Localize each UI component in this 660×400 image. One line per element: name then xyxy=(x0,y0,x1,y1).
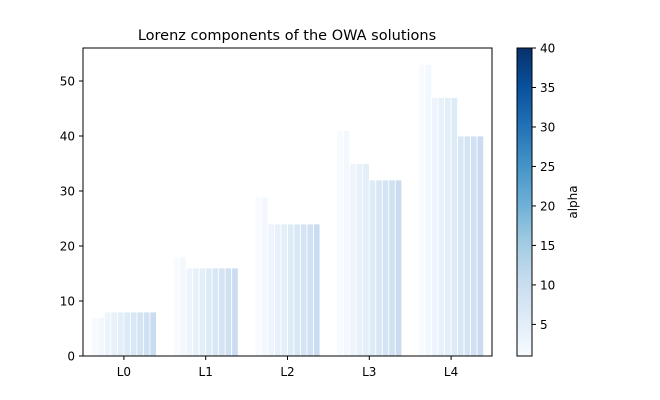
chart-title: Lorenz components of the OWA solutions xyxy=(138,28,436,44)
bar-L3-alpha-5 xyxy=(362,163,370,357)
bar-L3-alpha-9 xyxy=(388,179,396,357)
bar-L4-alpha-4 xyxy=(437,97,446,357)
bar-L3-alpha-7 xyxy=(375,179,383,357)
bar-L3-alpha-6 xyxy=(368,179,377,357)
colorbar-tick-label: 25 xyxy=(540,160,555,174)
bar-L2-alpha-6 xyxy=(287,223,295,357)
bar-L0-alpha-8 xyxy=(136,311,144,357)
bar-L3-alpha-1 xyxy=(336,130,344,357)
colorbar-tick-label: 15 xyxy=(540,239,555,253)
bar-L3-alpha-10 xyxy=(394,179,403,357)
bar-L1-alpha-7 xyxy=(211,267,220,357)
bar-L0-alpha-9 xyxy=(142,311,151,357)
bar-L0-alpha-5 xyxy=(117,311,125,357)
bar-L4-alpha-5 xyxy=(444,97,452,357)
y-tick-label: 30 xyxy=(60,185,75,199)
bar-L4-alpha-10 xyxy=(476,135,485,357)
bar-L4-alpha-2 xyxy=(424,64,433,357)
bar-L1-alpha-4 xyxy=(192,267,200,357)
colorbar-tick-label: 30 xyxy=(540,120,555,134)
bar-L0-alpha-3 xyxy=(104,311,112,357)
bar-L4-alpha-8 xyxy=(463,135,472,357)
bar-L0-alpha-10 xyxy=(149,311,157,357)
bar-L2-alpha-3 xyxy=(267,223,275,357)
y-tick-label: 10 xyxy=(60,295,75,309)
bar-L4-alpha-9 xyxy=(470,135,478,357)
bar-L0-alpha-2 xyxy=(97,317,105,357)
bar-L2-alpha-2 xyxy=(261,196,269,357)
colorbar-tick-label: 20 xyxy=(540,199,555,213)
colorbar-label: alpha xyxy=(566,185,580,218)
bar-L1-alpha-1 xyxy=(172,256,181,357)
bar-L2-alpha-5 xyxy=(280,223,288,357)
bar-L1-alpha-6 xyxy=(205,267,213,357)
bar-L1-alpha-5 xyxy=(198,267,207,357)
y-tick-label: 0 xyxy=(67,350,75,364)
bar-L4-alpha-1 xyxy=(418,64,426,357)
bar-L0-alpha-4 xyxy=(110,311,118,357)
bar-L0-alpha-7 xyxy=(129,311,138,357)
bar-L1-alpha-9 xyxy=(224,267,233,357)
x-tick-label: L1 xyxy=(199,365,213,379)
bar-L2-alpha-1 xyxy=(254,196,262,357)
colorbar-tick-label: 35 xyxy=(540,81,555,95)
bar-L1-alpha-8 xyxy=(218,267,226,357)
bar-L0-alpha-1 xyxy=(91,317,99,357)
colorbar-tick-label: 5 xyxy=(540,318,548,332)
bar-L4-alpha-7 xyxy=(457,135,465,357)
bar-L3-alpha-3 xyxy=(349,163,357,357)
x-tick-label: L2 xyxy=(280,365,294,379)
colorbar-axis: 5 10 15 20 25 30 35 40 xyxy=(532,42,555,332)
bar-L1-alpha-10 xyxy=(231,267,239,357)
colorbar-tick-label: 10 xyxy=(540,278,555,292)
colorbar xyxy=(516,47,533,357)
bar-L0-alpha-6 xyxy=(123,311,131,357)
colorbar-tick-label: 40 xyxy=(540,42,555,56)
y-axis: 0 10 20 30 40 50 xyxy=(60,75,83,364)
bar-L2-alpha-10 xyxy=(313,223,321,357)
bar-L2-alpha-8 xyxy=(300,223,308,357)
bar-L2-alpha-4 xyxy=(274,223,282,357)
bar-L4-alpha-3 xyxy=(431,97,439,357)
bar-L3-alpha-8 xyxy=(381,179,390,357)
x-axis: L0 L1 L2 L3 L4 xyxy=(117,356,458,379)
bar-L4-alpha-6 xyxy=(450,97,459,357)
bar-L1-alpha-2 xyxy=(179,256,187,357)
bar-L3-alpha-2 xyxy=(342,130,351,357)
bar-L3-alpha-4 xyxy=(355,163,364,357)
bar-L2-alpha-9 xyxy=(306,223,314,357)
y-tick-label: 40 xyxy=(60,130,75,144)
y-tick-label: 50 xyxy=(60,75,75,89)
bar-L2-alpha-7 xyxy=(293,223,301,357)
x-tick-label: L3 xyxy=(362,365,376,379)
x-tick-label: L4 xyxy=(444,365,458,379)
bar-L1-alpha-3 xyxy=(185,267,194,357)
y-tick-label: 20 xyxy=(60,240,75,254)
x-tick-label: L0 xyxy=(117,365,131,379)
